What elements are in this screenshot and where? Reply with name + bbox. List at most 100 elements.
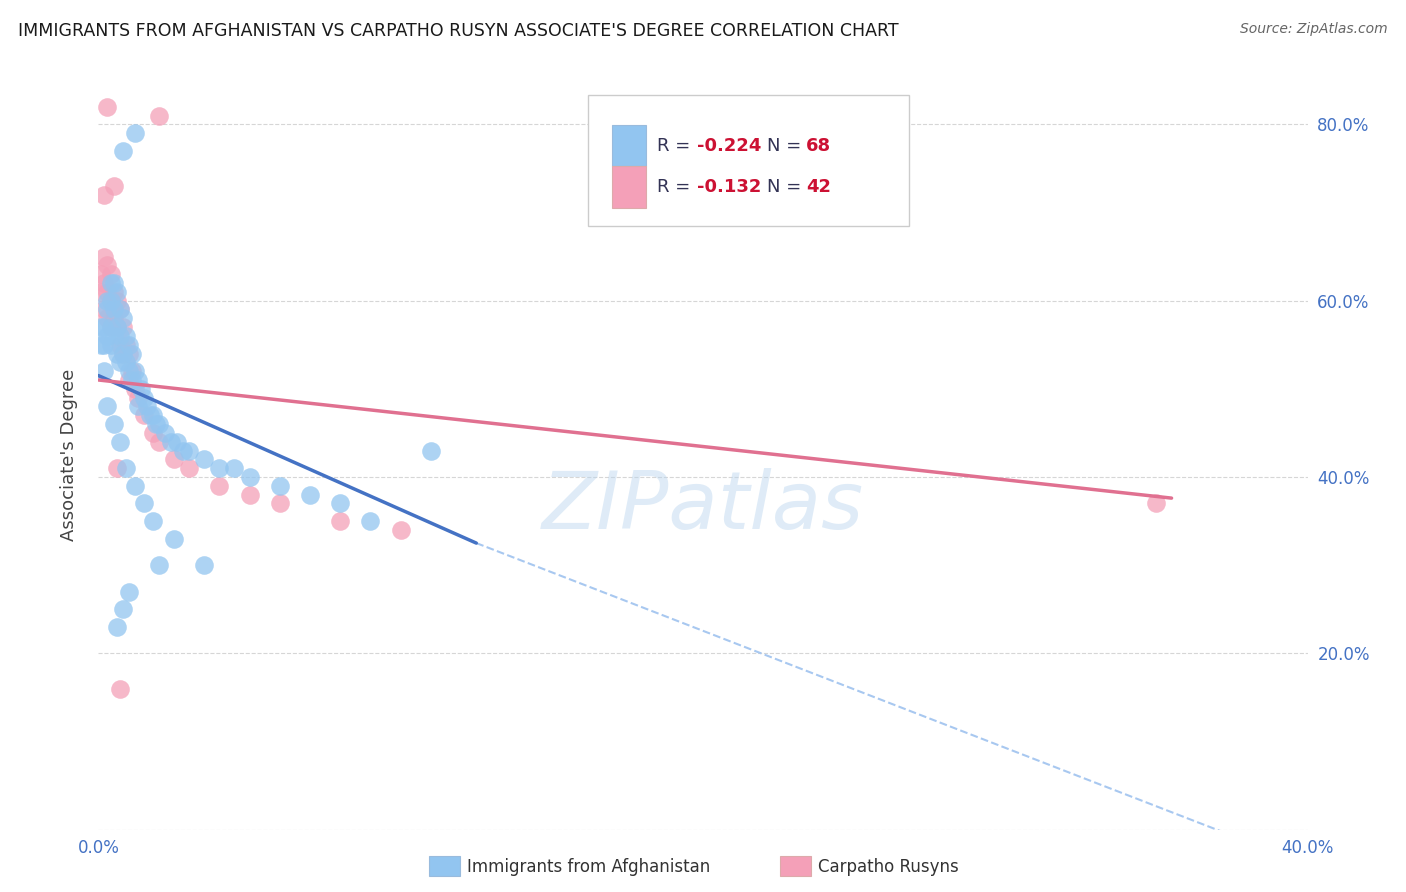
Point [96, 311, 118, 326]
Point [239, 487, 262, 501]
Point [172, 443, 194, 458]
Point [269, 496, 291, 510]
Text: -0.224: -0.224 [697, 136, 761, 155]
Text: -0.132: -0.132 [697, 178, 761, 196]
Text: N =: N = [768, 136, 807, 155]
Point [93, 302, 115, 317]
Point [100, 320, 122, 334]
Point [103, 302, 125, 317]
Point [105, 285, 128, 299]
Point [269, 479, 291, 493]
Point [163, 532, 186, 546]
Point [100, 337, 122, 351]
Text: R =: R = [657, 178, 696, 196]
Point [100, 267, 122, 281]
Point [127, 391, 149, 405]
Point [96, 259, 118, 273]
Point [93, 337, 115, 351]
Point [193, 452, 215, 467]
Point [142, 425, 165, 440]
Point [90, 267, 112, 281]
Point [90, 320, 112, 334]
Point [108, 434, 131, 449]
Point [118, 584, 141, 599]
Point [148, 417, 170, 431]
Point [1144, 496, 1167, 510]
Point [179, 461, 201, 475]
Point [118, 373, 141, 387]
Point [103, 179, 125, 194]
Point [121, 346, 143, 360]
Point [132, 409, 155, 423]
Point [108, 302, 131, 317]
Point [103, 285, 125, 299]
Text: ZIPatlas: ZIPatlas [541, 468, 865, 547]
Point [124, 479, 146, 493]
Point [100, 320, 122, 334]
Point [96, 100, 118, 114]
Point [96, 400, 118, 414]
Point [105, 293, 128, 308]
Point [160, 434, 183, 449]
Text: 68: 68 [806, 136, 831, 155]
Text: Source: ZipAtlas.com: Source: ZipAtlas.com [1240, 22, 1388, 37]
Point [124, 382, 146, 396]
Point [103, 417, 125, 431]
Point [96, 329, 118, 343]
Point [420, 443, 443, 458]
Point [111, 311, 134, 326]
Point [103, 329, 125, 343]
FancyBboxPatch shape [613, 125, 647, 167]
Point [96, 302, 118, 317]
Point [132, 391, 155, 405]
Text: Immigrants from Afghanistan: Immigrants from Afghanistan [467, 858, 710, 876]
Point [105, 320, 128, 334]
Text: 42: 42 [806, 178, 831, 196]
Point [93, 364, 115, 378]
Point [93, 276, 115, 290]
Point [103, 311, 125, 326]
Point [111, 144, 134, 158]
Point [208, 479, 231, 493]
Point [114, 461, 136, 475]
Point [142, 409, 165, 423]
Point [108, 329, 131, 343]
Point [93, 187, 115, 202]
Point [93, 320, 115, 334]
Point [124, 126, 146, 140]
Point [114, 329, 136, 343]
Point [108, 337, 131, 351]
Point [111, 602, 134, 616]
Point [299, 487, 322, 501]
Point [96, 285, 118, 299]
Point [135, 400, 157, 414]
Point [329, 514, 352, 528]
Point [90, 337, 112, 351]
Point [389, 523, 412, 537]
Point [105, 461, 128, 475]
Point [111, 346, 134, 360]
Point [239, 470, 262, 484]
Point [163, 452, 186, 467]
Point [105, 620, 128, 634]
Point [145, 417, 167, 431]
Text: IMMIGRANTS FROM AFGHANISTAN VS CARPATHO RUSYN ASSOCIATE'S DEGREE CORRELATION CHA: IMMIGRANTS FROM AFGHANISTAN VS CARPATHO … [18, 22, 898, 40]
Point [139, 409, 162, 423]
Point [90, 285, 112, 299]
Point [105, 346, 128, 360]
Point [100, 293, 122, 308]
Point [114, 355, 136, 369]
Point [208, 461, 231, 475]
Point [114, 337, 136, 351]
Point [148, 558, 170, 573]
Point [96, 293, 118, 308]
FancyBboxPatch shape [588, 95, 908, 227]
Text: N =: N = [768, 178, 807, 196]
Point [224, 461, 246, 475]
Point [100, 276, 122, 290]
Point [108, 355, 131, 369]
Text: Carpatho Rusyns: Carpatho Rusyns [818, 858, 959, 876]
Point [121, 373, 143, 387]
Point [103, 276, 125, 290]
Point [148, 434, 170, 449]
